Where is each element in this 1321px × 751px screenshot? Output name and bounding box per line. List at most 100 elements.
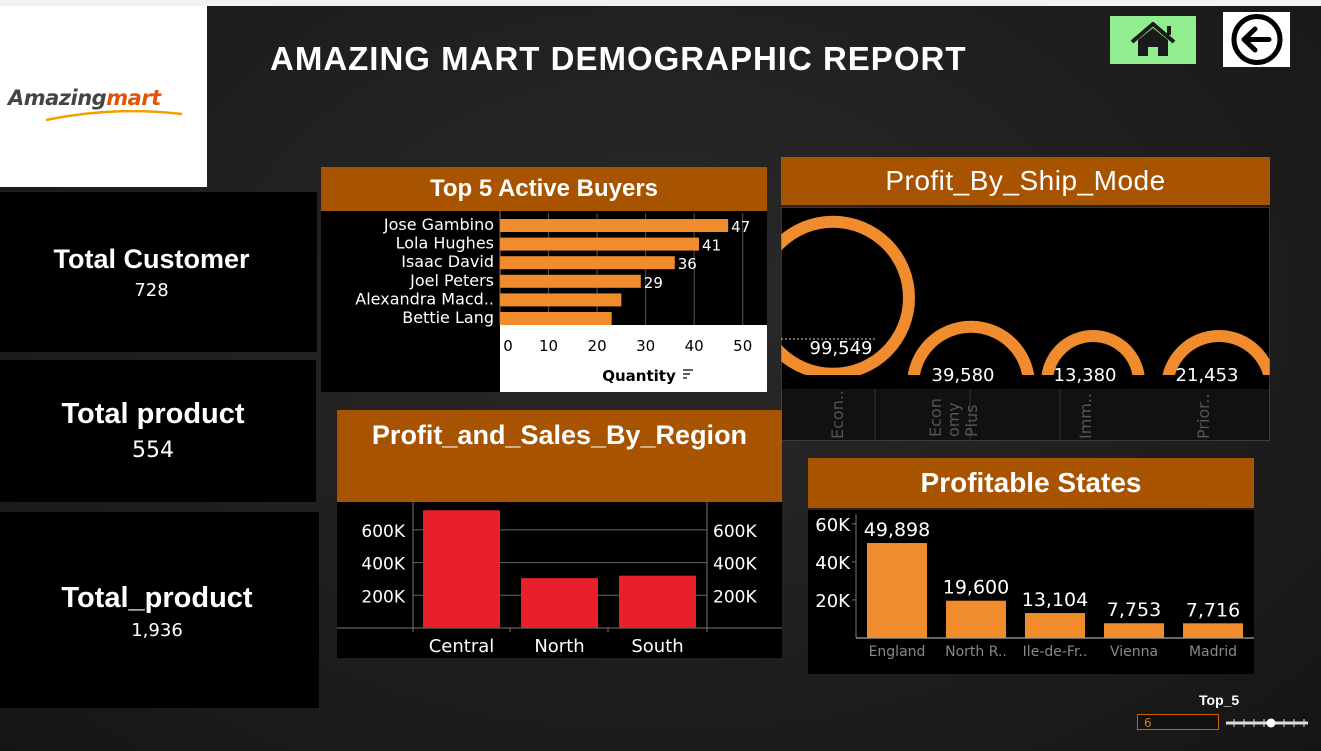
- bar: [500, 312, 612, 325]
- area-lobe-inner: [781, 227, 903, 368]
- region-header: Profit_and_Sales_By_Region: [337, 410, 782, 502]
- data-label: 13,104: [1022, 589, 1088, 611]
- window-top-frame: [0, 0, 1321, 6]
- top-buyers-svg: Jose Gambino 47 Lola Hughes 41 Isaac David 36…: [355, 211, 767, 392]
- logo-text-mart: mart: [106, 86, 161, 110]
- category-label: Econ..: [828, 390, 847, 439]
- sort-icon: [683, 369, 693, 379]
- kpi-total-product: Total product 554: [0, 360, 316, 502]
- top-n-slider[interactable]: [1224, 714, 1310, 730]
- bar: [619, 575, 696, 628]
- slider-handle[interactable]: [1266, 718, 1276, 728]
- logo-swoosh-icon: [45, 110, 183, 122]
- bar: [1025, 613, 1085, 638]
- tick-label: 400K: [361, 555, 405, 575]
- category-label: Alexandra Macd..: [355, 289, 494, 308]
- home-icon: [1130, 22, 1176, 56]
- data-label: 49,898: [864, 519, 930, 541]
- bar: [946, 600, 1006, 638]
- tick-label: 20: [588, 337, 607, 355]
- slider-label: Top_5: [1199, 692, 1240, 708]
- top-buyers-chart: Jose Gambino 47 Lola Hughes 41 Isaac David 36…: [321, 211, 767, 392]
- area-group: [781, 215, 1270, 389]
- kpi-value: 728: [134, 280, 169, 301]
- area-base-mask: [781, 375, 1270, 389]
- bar: [521, 578, 598, 628]
- tick-label: 200K: [361, 587, 405, 607]
- states-header: Profitable States: [808, 458, 1254, 508]
- x-axis-label: Quantity: [602, 367, 676, 385]
- top-buyers-header: Top 5 Active Buyers: [321, 167, 767, 211]
- tick-label: 200K: [713, 587, 757, 607]
- kpi-total-customer: Total Customer 728: [0, 192, 317, 352]
- category-label: Isaac David: [401, 252, 494, 271]
- bar: [423, 510, 500, 628]
- category-label: omy: [944, 402, 963, 437]
- category-label: Joel Peters: [409, 271, 494, 290]
- data-label: 7,753: [1107, 599, 1161, 621]
- data-label: 7,716: [1186, 599, 1240, 621]
- bar: [500, 293, 622, 307]
- tick-label: 30: [636, 337, 655, 355]
- category-label: Bettie Lang: [402, 308, 494, 327]
- category-label: Madrid: [1189, 644, 1237, 660]
- data-label: 39,580: [932, 365, 995, 386]
- bar: [500, 256, 675, 270]
- tick-label: 40K: [815, 553, 851, 574]
- tick-label: 10: [539, 337, 558, 355]
- logo: Amazingmart: [0, 6, 207, 187]
- bar: [1104, 623, 1164, 638]
- category-label: Ile-de-Fr..: [1023, 644, 1088, 660]
- data-label: 99,549: [810, 338, 873, 359]
- data-label: 29: [644, 274, 663, 292]
- ship-mode-chart: 99,549 39,580 13,380 21,453 Econ.. Econ omy Plu…: [780, 206, 1271, 442]
- ship-mode-svg: 99,549 39,580 13,380 21,453 Econ.. Econ omy Plu…: [780, 206, 1271, 442]
- data-label: 41: [702, 237, 721, 255]
- bar: [500, 237, 700, 251]
- category-label: Vienna: [1110, 644, 1158, 660]
- axis-strip: [781, 389, 1270, 441]
- category-label: Plus: [962, 404, 981, 437]
- category-label: Central: [429, 636, 495, 657]
- top-n-input[interactable]: 6: [1137, 714, 1219, 730]
- kpi-value: 1,936: [131, 620, 183, 641]
- back-button[interactable]: [1223, 12, 1290, 67]
- bar: [500, 274, 641, 288]
- kpi-value: 554: [132, 438, 174, 463]
- home-button[interactable]: [1110, 16, 1196, 64]
- category-label: Jose Gambino: [383, 215, 494, 234]
- category-label: North R..: [945, 644, 1007, 660]
- category-label: North: [534, 636, 584, 657]
- back-arrow-icon: [1231, 14, 1283, 65]
- area-lobe-inner: [919, 332, 1023, 389]
- category-label: Imm..: [1076, 393, 1095, 439]
- tick-label: 400K: [713, 555, 757, 575]
- tick-label: 600K: [713, 522, 757, 542]
- bar: [1183, 623, 1243, 638]
- page-title: AMAZING MART DEMOGRAPHIC REPORT: [270, 40, 967, 77]
- tick-label: 20K: [815, 591, 851, 612]
- data-label: 13,380: [1054, 365, 1117, 386]
- logo-text: Amazingmart: [8, 86, 161, 110]
- region-svg: 600K 600K 400K 400K 200K 200K Central North Sout…: [337, 502, 782, 657]
- tick-label: 0: [503, 337, 513, 355]
- kpi-label: Total product: [61, 398, 245, 430]
- bar: [867, 543, 927, 638]
- data-label: 47: [731, 218, 750, 236]
- tick-label: 60K: [815, 515, 851, 536]
- kpi-total-product-2: Total_product 1,936: [0, 512, 319, 708]
- data-label: 19,600: [943, 577, 1009, 599]
- category-label: Prior..: [1194, 394, 1213, 439]
- tick-label: 40: [685, 337, 704, 355]
- region-chart: 600K 600K 400K 400K 200K 200K Central North Sout…: [337, 502, 782, 658]
- logo-text-amazing: Amazing: [8, 86, 107, 110]
- category-label: Econ: [926, 398, 945, 437]
- states-svg: 60K 40K 20K 49,898 England 19,600 North R.. 13,…: [815, 514, 1254, 660]
- data-label: 36: [678, 255, 697, 273]
- bar: [500, 219, 729, 232]
- data-label: 21,453: [1176, 365, 1239, 386]
- ship-mode-header: Profit_By_Ship_Mode: [781, 157, 1270, 205]
- category-label: Lola Hughes: [396, 234, 494, 253]
- tick-label: 600K: [361, 522, 405, 542]
- kpi-label: Total_product: [61, 582, 253, 614]
